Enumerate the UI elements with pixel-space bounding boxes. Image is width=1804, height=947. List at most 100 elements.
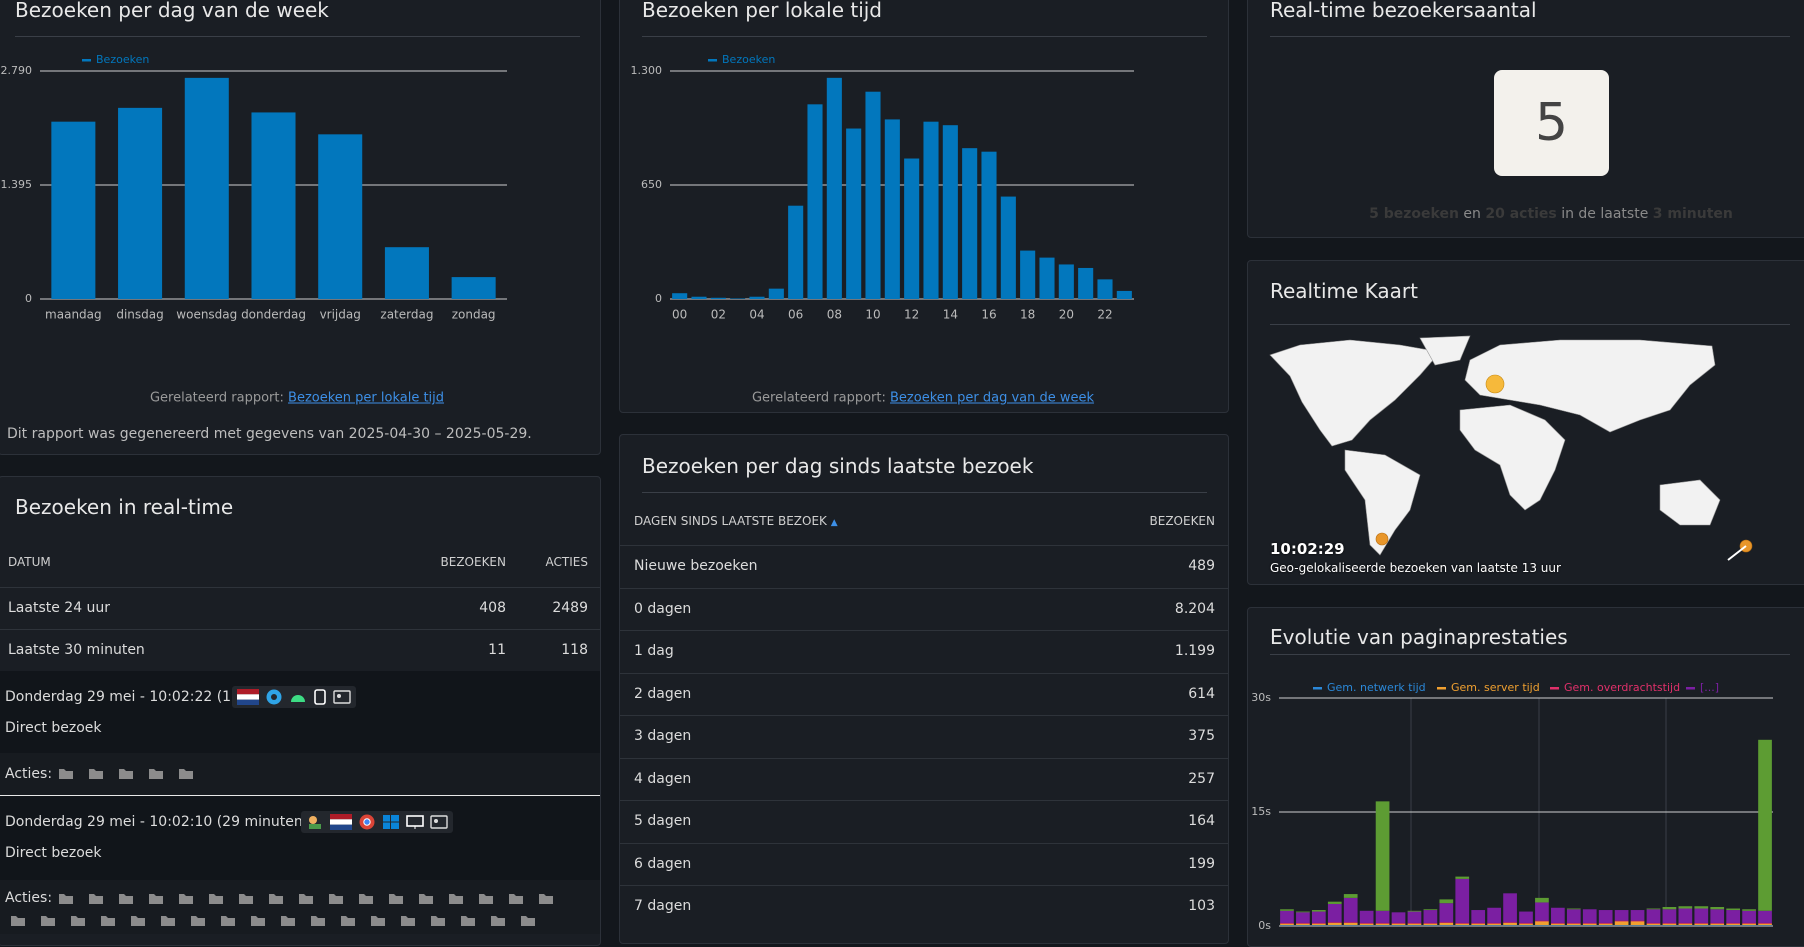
row-separator <box>620 800 1228 801</box>
legend-label: Gem. overdrachtstijd <box>1564 681 1680 694</box>
action-icon[interactable] <box>520 914 536 927</box>
y-tick-label: 1.395 <box>1 178 33 191</box>
action-icon[interactable] <box>280 914 296 927</box>
browser-icon <box>359 814 375 830</box>
bar <box>1535 902 1549 921</box>
action-icon[interactable] <box>328 892 344 905</box>
column-header-text[interactable]: DAGEN SINDS LAATSTE BEZOEK <box>634 514 827 528</box>
x-tick-label: 18 <box>1020 308 1035 322</box>
bar <box>1646 923 1661 926</box>
bar <box>318 134 363 299</box>
related-link[interactable]: Bezoeken per dag van de week <box>890 390 1095 406</box>
action-icon[interactable] <box>340 914 356 927</box>
action-icon[interactable] <box>118 767 134 780</box>
action-icon[interactable] <box>160 914 176 927</box>
flag-icon <box>237 689 259 705</box>
bar <box>1423 923 1438 926</box>
bar <box>1343 922 1358 923</box>
action-icon[interactable] <box>148 767 164 780</box>
action-icon[interactable] <box>10 914 26 927</box>
actions: 20 acties <box>1485 206 1557 222</box>
action-icon[interactable] <box>238 892 254 905</box>
action-icon[interactable] <box>178 767 194 780</box>
action-icon[interactable] <box>178 892 194 905</box>
legend-label: Gem. server tijd <box>1451 681 1540 694</box>
x-tick-label: vrijdag <box>320 308 361 322</box>
action-icon[interactable] <box>88 892 104 905</box>
bar <box>1439 899 1454 904</box>
report-footer: Dit rapport was gegenereerd met gegevens… <box>7 426 532 442</box>
divider <box>15 36 580 37</box>
cell: Laatste 30 minuten <box>8 642 145 658</box>
bar <box>1758 910 1772 923</box>
related-link[interactable]: Bezoeken per lokale tijd <box>288 390 445 406</box>
bar <box>51 121 96 300</box>
bar <box>1280 923 1294 926</box>
action-icon[interactable] <box>298 892 314 905</box>
action-icon[interactable] <box>400 914 416 927</box>
x-tick-label: 02 <box>711 308 726 322</box>
bar <box>826 77 842 299</box>
action-icon[interactable] <box>478 892 494 905</box>
action-icon[interactable] <box>70 914 86 927</box>
action-icon[interactable] <box>538 892 554 905</box>
bar <box>1551 923 1565 926</box>
device-icon <box>314 689 326 705</box>
action-icon[interactable] <box>58 767 74 780</box>
bar <box>846 128 862 299</box>
action-icon[interactable] <box>190 914 206 927</box>
row-separator <box>0 587 600 588</box>
legend-swatch <box>82 59 91 62</box>
action-icon[interactable] <box>148 892 164 905</box>
action-icon[interactable] <box>358 892 374 905</box>
visit-time: Donderdag 29 mei - 10:02:22 (15 s) <box>5 689 258 705</box>
action-icon[interactable] <box>58 892 74 905</box>
os-icon <box>383 815 399 829</box>
action-icon[interactable] <box>430 914 446 927</box>
bar <box>1742 923 1756 926</box>
action-icon[interactable] <box>370 914 386 927</box>
text: en <box>1463 206 1481 222</box>
action-icon[interactable] <box>118 892 134 905</box>
action-icon[interactable] <box>310 914 326 927</box>
related-label: Gerelateerd rapport: <box>149 390 284 406</box>
bar <box>1423 910 1438 923</box>
row-separator <box>620 715 1228 716</box>
bar <box>1327 922 1342 923</box>
action-icon[interactable] <box>490 914 506 927</box>
bar <box>1694 925 1709 926</box>
action-icon[interactable] <box>208 892 224 905</box>
action-icon[interactable] <box>40 914 56 927</box>
bar <box>1614 920 1629 922</box>
cell: 257 <box>1188 770 1215 787</box>
column-header[interactable]: DAGEN SINDS LAATSTE BEZOEK ▲ <box>634 514 838 528</box>
action-icon[interactable] <box>508 892 524 905</box>
action-icon[interactable] <box>250 914 266 927</box>
column-header[interactable]: BEZOEKEN <box>1149 514 1216 528</box>
bar <box>1758 739 1772 911</box>
action-icon[interactable] <box>268 892 284 905</box>
bar <box>1407 910 1422 912</box>
bar <box>384 247 429 299</box>
action-icon[interactable] <box>460 914 476 927</box>
action-icon[interactable] <box>130 914 146 927</box>
bar <box>1455 922 1470 924</box>
action-icon[interactable] <box>220 914 236 927</box>
action-icons <box>58 767 578 780</box>
action-icon[interactable] <box>448 892 464 905</box>
action-icon[interactable] <box>100 914 116 927</box>
x-tick-label: 20 <box>1059 308 1074 322</box>
bar <box>1566 909 1581 923</box>
legend-swatch <box>1550 687 1559 690</box>
visit-separator <box>0 795 600 796</box>
cell: Nieuwe bezoeken <box>634 558 758 574</box>
bar <box>1519 922 1533 924</box>
action-icon[interactable] <box>388 892 404 905</box>
action-icons <box>58 892 578 905</box>
action-icon[interactable] <box>88 767 104 780</box>
legend-swatch <box>1437 687 1446 690</box>
bar <box>1311 923 1326 926</box>
action-icon[interactable] <box>418 892 434 905</box>
y-tick-label: 0 <box>25 292 32 305</box>
device-icon <box>406 815 424 829</box>
